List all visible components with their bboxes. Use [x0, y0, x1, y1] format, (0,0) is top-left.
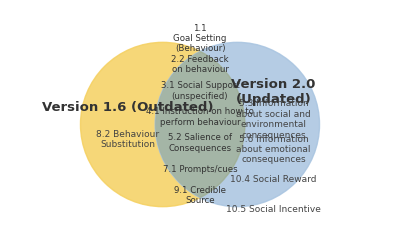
Text: 5.3 Information
about social and
environmental
consequences: 5.3 Information about social and environ…	[236, 99, 311, 140]
Circle shape	[155, 42, 320, 207]
Text: 4.1 Instruction on how to
perform behaviour: 4.1 Instruction on how to perform behavi…	[146, 107, 254, 127]
Text: 5.6 Information
about emotional
consequences: 5.6 Information about emotional conseque…	[236, 134, 311, 164]
Text: 2.2 Feedback
on behaviour: 2.2 Feedback on behaviour	[171, 55, 229, 74]
Text: Version 2.0
(Updated): Version 2.0 (Updated)	[231, 78, 316, 106]
Text: 3.1 Social Support
(unspecified): 3.1 Social Support (unspecified)	[161, 81, 239, 101]
Text: 10.4 Social Reward: 10.4 Social Reward	[230, 175, 317, 184]
Circle shape	[80, 42, 245, 207]
Text: 1.1
Goal Setting
(Behaviour): 1.1 Goal Setting (Behaviour)	[173, 24, 227, 54]
Circle shape	[80, 42, 245, 207]
Text: 8.2 Behaviour
Substitution: 8.2 Behaviour Substitution	[96, 130, 159, 149]
Text: 10.5 Social Incentive: 10.5 Social Incentive	[226, 205, 321, 214]
Text: 5.2 Salience of
Consequences: 5.2 Salience of Consequences	[168, 133, 232, 153]
Text: 7.1 Prompts/cues: 7.1 Prompts/cues	[163, 165, 237, 174]
Text: Version 1.6 (Outdated): Version 1.6 (Outdated)	[42, 101, 214, 114]
Text: 9.1 Credible
Source: 9.1 Credible Source	[174, 186, 226, 205]
